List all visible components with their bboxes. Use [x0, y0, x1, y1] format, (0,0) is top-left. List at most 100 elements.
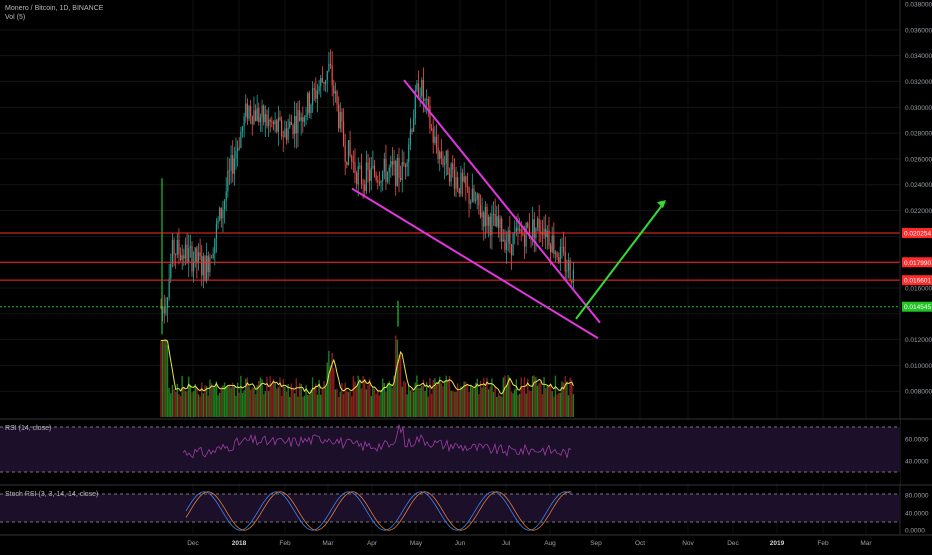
candle-body [556, 252, 558, 258]
candle-body [448, 174, 451, 182]
volume-bar [461, 386, 464, 417]
candle-body [302, 117, 304, 122]
candle-body [408, 144, 410, 163]
volume-bar [414, 382, 416, 417]
candle-body [476, 193, 478, 200]
candle-body [176, 239, 178, 255]
price-tick-label: 0.032000 [905, 79, 932, 86]
volume-bar [266, 376, 268, 417]
volume-bar [396, 339, 399, 417]
volume-bar [290, 383, 293, 417]
volume-bar [238, 392, 240, 417]
candle-body [572, 269, 574, 283]
volume-bar [207, 395, 209, 417]
candle-body [367, 162, 369, 170]
candle-body [504, 239, 506, 250]
volume-bar [307, 395, 309, 417]
candle-body [489, 216, 491, 236]
volume-bar [365, 389, 368, 417]
volume-bar [370, 396, 372, 417]
candle-body [515, 227, 517, 233]
candle-body [168, 278, 170, 298]
volume-bar [297, 396, 299, 417]
candle-body [323, 81, 325, 85]
candle-body [452, 163, 454, 170]
volume-bar [497, 392, 500, 417]
volume-bar [192, 391, 195, 417]
candle-body [543, 228, 545, 235]
volume-bar [264, 390, 267, 417]
volume-bar [354, 381, 356, 417]
candle-body [212, 253, 214, 258]
volume-bar [324, 387, 327, 417]
volume-bar [197, 394, 200, 417]
candle-body [492, 213, 495, 215]
volume-bar [378, 395, 381, 417]
volume-bar [473, 386, 475, 417]
candle-body [298, 110, 301, 121]
volume-bar [419, 387, 421, 417]
candle-body [197, 252, 200, 264]
volume-bar [199, 396, 201, 417]
candle-body [220, 207, 222, 219]
volume-bar [173, 389, 175, 417]
time-axis-label: Mar [860, 540, 872, 547]
candle-body [517, 227, 519, 231]
volume-bar [518, 393, 521, 417]
candle-body [241, 126, 244, 132]
volume-bar [215, 381, 218, 417]
candle-body [171, 239, 174, 264]
breakout-arrow [575, 202, 665, 320]
candle-body [259, 117, 262, 123]
volume-bar [375, 393, 377, 417]
time-axis-label: Oct [635, 540, 645, 547]
volume-bar [261, 379, 263, 417]
candle-body [481, 212, 483, 217]
volume-bar [520, 377, 522, 417]
rsi-tick-label: 60.0000 [905, 437, 929, 444]
candle-body [320, 77, 322, 87]
candle-body [356, 172, 358, 185]
volume-bar [448, 376, 451, 417]
time-axis-label: Jul [502, 540, 511, 547]
candle-body [290, 121, 292, 125]
volume-bar [522, 387, 524, 417]
candle-body [499, 218, 501, 228]
volume-bar [362, 376, 364, 417]
candle-body [395, 161, 397, 186]
candle-body [365, 162, 367, 191]
candle-body [333, 85, 335, 94]
volume-bar [450, 390, 452, 417]
candle-body [209, 257, 211, 272]
volume-bar [507, 375, 509, 417]
volume-bar [466, 385, 469, 417]
volume-ma-line [160, 339, 574, 395]
candle-body [429, 105, 431, 129]
candle-body [401, 161, 403, 180]
candle-body [460, 172, 462, 194]
candle-body [256, 108, 258, 122]
time-axis-label: Mar [322, 540, 334, 547]
volume-bar [196, 386, 198, 417]
candle-body [245, 103, 247, 117]
candle-body [186, 244, 188, 263]
volume-bar [341, 383, 343, 417]
volume-bar [178, 394, 180, 417]
volume-bar [491, 378, 493, 417]
volume-bar [336, 388, 338, 417]
candle-body [300, 117, 302, 121]
volume-bar [256, 385, 258, 417]
time-axis-label: Sep [590, 540, 602, 547]
volume-bar [188, 376, 190, 417]
candle-body [525, 222, 527, 247]
candle-body [334, 91, 337, 94]
volume-bar [311, 377, 314, 417]
candle-body [271, 121, 273, 123]
price-level-tag-label: 0.020254 [904, 231, 931, 238]
candle-body [406, 162, 408, 167]
candle-body [311, 88, 314, 105]
volume-bar [364, 378, 366, 417]
volume-bar [300, 383, 302, 417]
